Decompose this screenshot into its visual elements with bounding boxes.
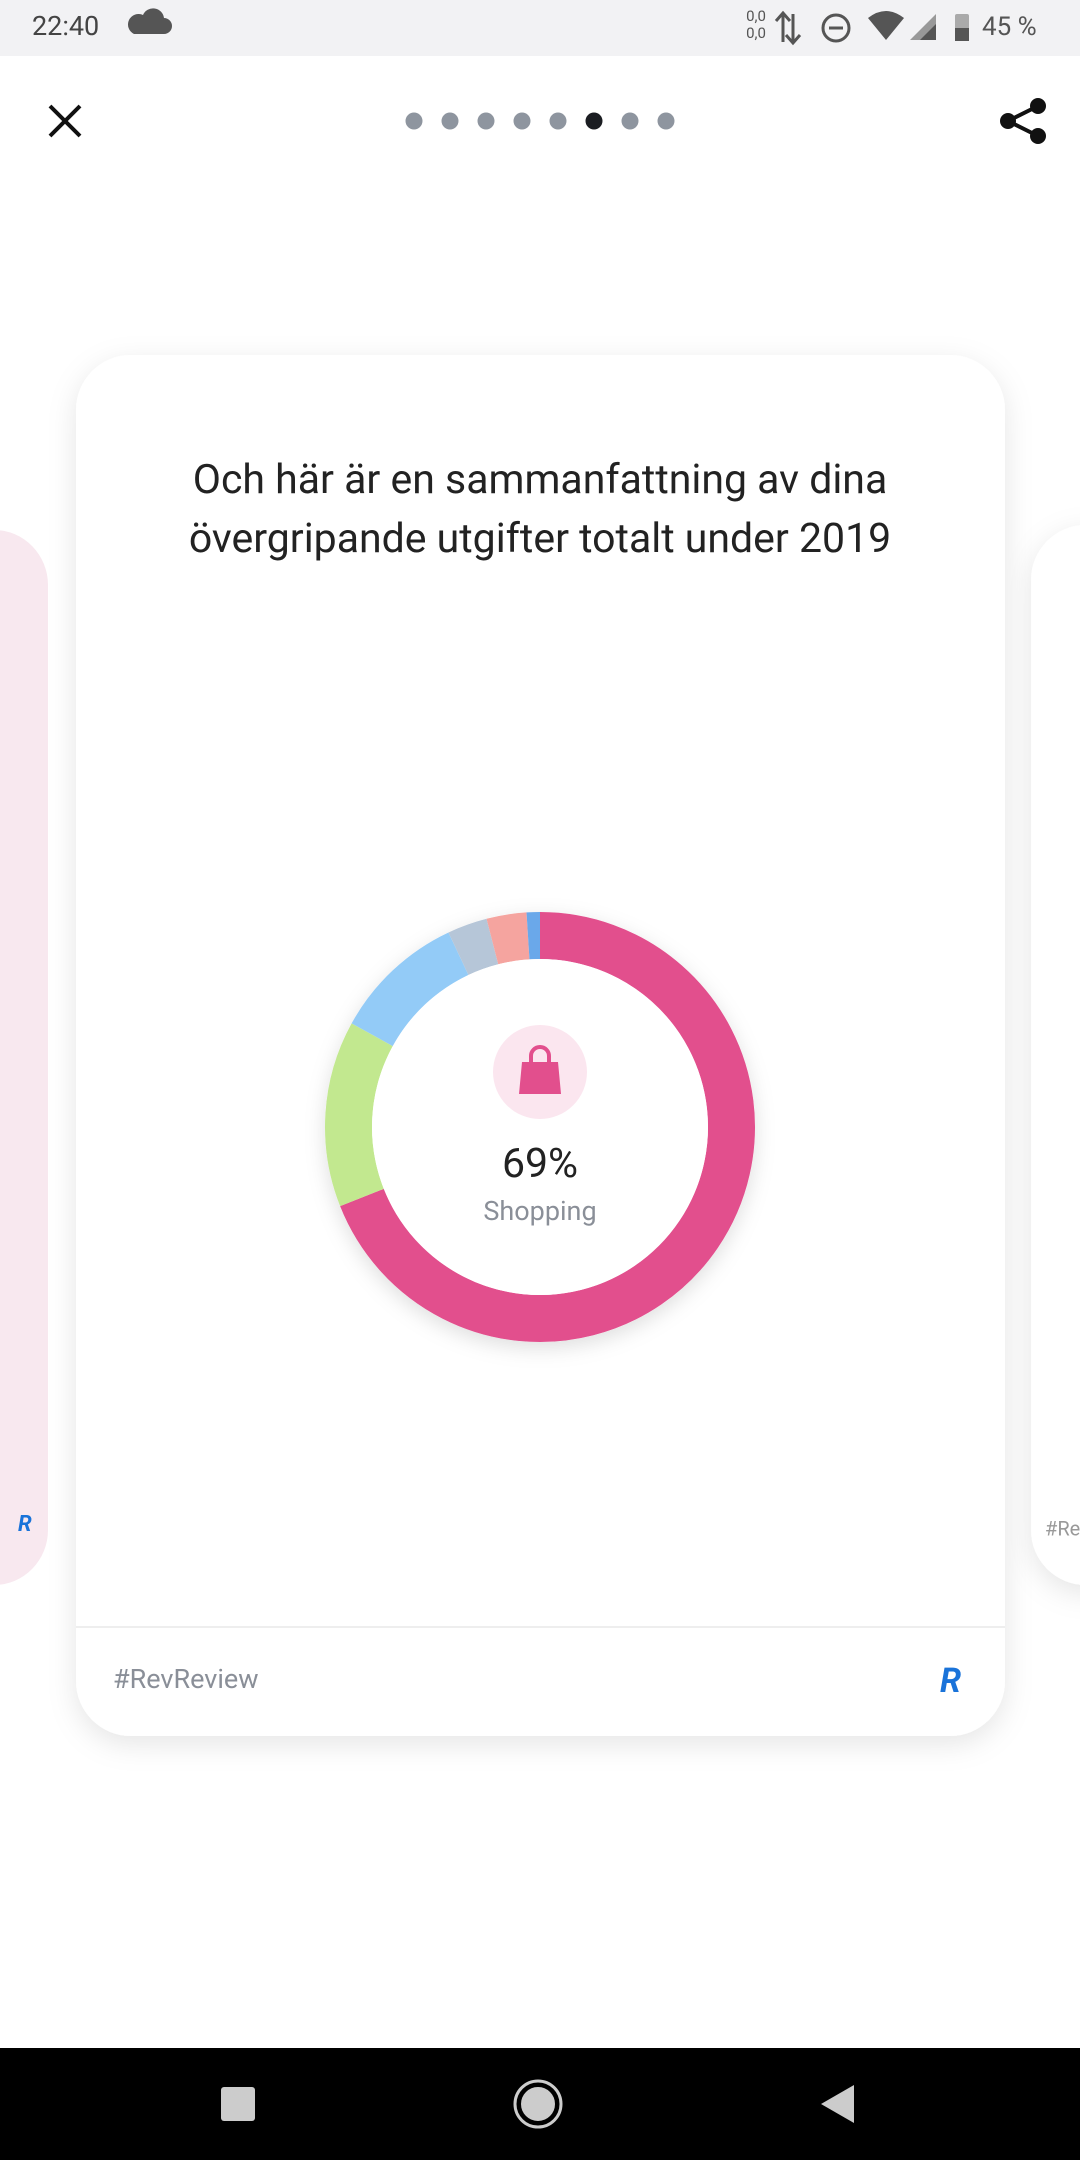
donut-hole xyxy=(372,959,708,1295)
card-title: övergripande utgifter totalt under 2019 xyxy=(189,515,891,563)
share-dot xyxy=(1000,113,1016,129)
pager-dot-active xyxy=(585,112,603,130)
pager-dot xyxy=(513,112,531,130)
back-button[interactable] xyxy=(821,2085,854,2123)
prev-card-logo: R xyxy=(18,1512,32,1537)
signal-fill xyxy=(920,24,936,40)
data-down: 0,0 xyxy=(746,24,766,42)
pager-dot xyxy=(621,112,639,130)
cloud-icon xyxy=(127,8,172,34)
battery-text: 45 % xyxy=(982,12,1037,42)
donut-segment xyxy=(486,912,530,965)
share-button[interactable] xyxy=(1000,98,1046,144)
share-dot xyxy=(1030,128,1046,144)
pager-dot xyxy=(441,112,459,130)
battery-fill xyxy=(955,28,969,41)
center-category: Shopping xyxy=(483,1195,596,1227)
home-button[interactable] xyxy=(517,2083,559,2125)
status-bar xyxy=(0,0,1080,56)
shopping-bag-icon xyxy=(519,1062,561,1094)
close-button[interactable] xyxy=(48,104,82,138)
donut-segment xyxy=(351,932,469,1047)
shopping-bag-handle xyxy=(529,1045,551,1064)
data-up: 0,0 xyxy=(746,7,766,25)
donut-segment xyxy=(340,912,755,1342)
next-card-hashtag: #RevReview xyxy=(1045,1516,1080,1540)
next-card[interactable] xyxy=(1031,525,1080,1585)
home-ring xyxy=(513,2079,563,2129)
center-value: 69% xyxy=(502,1140,578,1188)
prev-card[interactable] xyxy=(0,530,48,1585)
data-arrows xyxy=(774,10,802,46)
revolut-logo: R xyxy=(940,1661,961,1701)
pager xyxy=(405,112,675,130)
donut-chart xyxy=(325,912,755,1342)
hashtag: #RevReview xyxy=(113,1663,259,1695)
dnd-icon xyxy=(821,13,851,43)
pager-dot xyxy=(405,112,423,130)
donut-segment xyxy=(448,918,499,976)
recents-button[interactable] xyxy=(221,2087,255,2121)
card-title: Och här är en sammanfattning av dina xyxy=(193,456,888,504)
wifi-icon xyxy=(868,11,904,40)
status-time: 22:40 xyxy=(32,10,99,42)
donut-segment xyxy=(325,1023,394,1207)
pager-dot xyxy=(657,112,675,130)
pager-dot xyxy=(549,112,567,130)
share-dot xyxy=(1030,98,1046,114)
pager-dot xyxy=(477,112,495,130)
